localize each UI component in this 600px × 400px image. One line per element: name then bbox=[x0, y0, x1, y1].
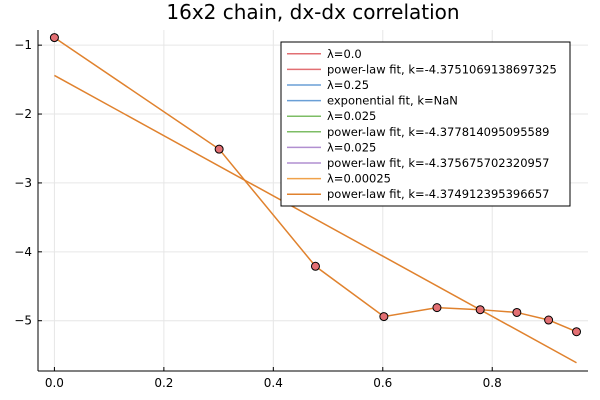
tick-labels: 0.0 0.2 0.4 0.6 0.8 −1 −2 −3 −4 −5 bbox=[14, 38, 501, 390]
legend-label: power-law fit, k=-4.3751069138697325 bbox=[327, 62, 557, 76]
data-point bbox=[544, 315, 554, 325]
data-point bbox=[432, 303, 442, 313]
y-tick-label: −5 bbox=[14, 314, 32, 328]
data-point bbox=[572, 327, 582, 337]
x-tick-label: 0.4 bbox=[264, 376, 283, 390]
x-tick-label: 0.2 bbox=[154, 376, 173, 390]
legend-label: power-law fit, k=-4.375675702320957 bbox=[327, 156, 550, 170]
x-tick-label: 0.8 bbox=[483, 376, 502, 390]
legend-label: λ=0.0 bbox=[327, 47, 362, 61]
y-tick-label: −2 bbox=[14, 107, 32, 121]
axes bbox=[37, 30, 588, 372]
data-points bbox=[49, 33, 582, 337]
legend-label: λ=0.025 bbox=[327, 109, 376, 123]
chart-title: 16x2 chain, dx-dx correlation bbox=[166, 0, 459, 24]
power-law-fit-line bbox=[54, 74, 577, 364]
data-point bbox=[214, 144, 224, 154]
data-point bbox=[49, 33, 59, 43]
legend-label: exponential fit, k=NaN bbox=[327, 94, 458, 108]
data-point bbox=[475, 305, 485, 315]
y-tick-label: −1 bbox=[14, 38, 32, 52]
x-tick-label: 0.6 bbox=[373, 376, 392, 390]
legend-label: λ=0.25 bbox=[327, 78, 369, 92]
y-tick-label: −4 bbox=[14, 245, 32, 259]
legend-label: λ=0.025 bbox=[327, 140, 376, 154]
x-tick-label: 0.0 bbox=[45, 376, 64, 390]
y-tick-label: −3 bbox=[14, 176, 32, 190]
data-point bbox=[512, 307, 522, 317]
legend-label: λ=0.00025 bbox=[327, 172, 391, 186]
legend-box bbox=[280, 41, 571, 207]
data-point bbox=[379, 312, 389, 322]
data-point bbox=[310, 261, 320, 271]
legend-label: power-law fit, k=-4.377814095095589 bbox=[327, 125, 550, 139]
legend-label: power-law fit, k=-4.374912395396657 bbox=[327, 187, 550, 201]
